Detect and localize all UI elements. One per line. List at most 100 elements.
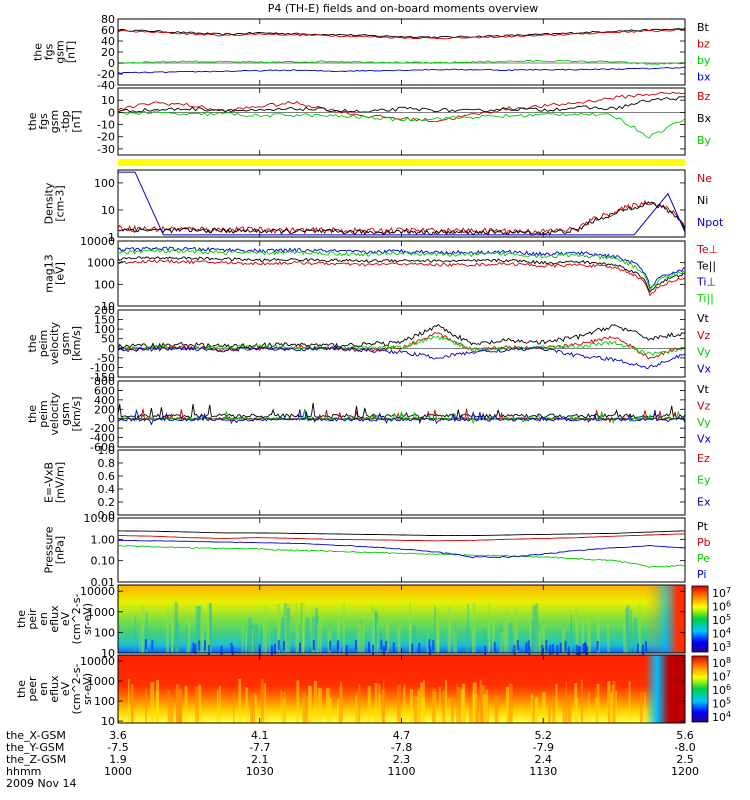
spectrogram-texture [493, 641, 496, 652]
y-axis-label-line: the [26, 112, 39, 130]
y-tick-label: -200 [90, 422, 115, 435]
y-axis-label-line: [eV] [54, 262, 67, 285]
legend-Vz: Vz [697, 329, 711, 342]
spectrogram-texture [374, 683, 378, 723]
spectrogram-texture [545, 640, 548, 651]
legend-Ni: Ni [697, 194, 708, 207]
footer-value: -8.0 [674, 741, 695, 754]
legend-Pb: Pb [697, 536, 711, 549]
spectrogram-texture [174, 602, 178, 653]
y-tick-label: 100 [94, 278, 115, 291]
spectrogram-texture [508, 684, 513, 723]
spectrogram-texture [184, 685, 188, 723]
y-tick-label: -20 [97, 131, 115, 144]
y-tick-label: 60 [101, 24, 115, 37]
spectrogram-texture [151, 640, 154, 650]
spectrogram-texture [574, 683, 578, 723]
spectrogram-texture [567, 646, 570, 657]
spectrogram-texture [357, 622, 362, 653]
y-tick-label: 0.10 [91, 555, 116, 568]
y-axis-label-line: [km/s] [70, 396, 83, 431]
colorbar-tick-label: 107 [712, 586, 731, 600]
spectrogram-boundary [645, 585, 685, 653]
spectrogram-texture [358, 683, 361, 723]
footer-value: -7.5 [107, 741, 128, 754]
y-axis: 10000 1000 100 10 [80, 585, 685, 660]
spectrogram-texture [314, 607, 318, 653]
series-line-Vz [117, 332, 686, 360]
series-line-By [117, 110, 686, 139]
spectrogram-texture [514, 608, 518, 653]
y-tick-label: 40 [101, 35, 115, 48]
spectrogram-texture [260, 679, 264, 723]
legend-Pi: Pi [697, 568, 706, 581]
spectrogram-texture [130, 684, 134, 723]
spectrogram-texture [607, 623, 610, 653]
spectrogram-texture [585, 644, 588, 655]
y-axis-label-line: gsm [48, 110, 61, 133]
series-line-Pb [118, 533, 686, 542]
colorbar-scale [691, 655, 709, 723]
y-axis-label-line: (cm^2-s- [70, 594, 83, 645]
spectrogram-texture [374, 610, 377, 653]
spectrogram-texture [636, 643, 639, 654]
spectrogram-texture [230, 643, 233, 653]
legend-Ez: Ez [697, 452, 710, 465]
spectrogram-texture [231, 645, 234, 656]
spectrogram-texture [198, 684, 202, 723]
footer-value: 1100 [388, 765, 416, 778]
spectrogram-texture [471, 630, 473, 653]
spectrogram-texture [192, 642, 195, 653]
spectrogram-boundary [645, 655, 685, 723]
y-axis-label-line: [km/s] [70, 326, 83, 361]
spectrogram-texture [150, 682, 155, 723]
spectrogram-texture [216, 690, 219, 723]
spectrogram-texture [179, 688, 183, 723]
spectrogram-texture [499, 625, 502, 653]
y-tick-label: 10 [101, 94, 115, 107]
legend-Pt: Pt [697, 520, 709, 533]
spectrogram-texture [467, 603, 469, 653]
spectrogram-texture [552, 643, 554, 654]
legend-Vz: Vz [697, 400, 711, 413]
spectrogram-texture [411, 643, 414, 654]
series-line-Bx [117, 96, 686, 113]
y-axis-label-line: the [15, 680, 28, 698]
footer-row-label: the_Z-GSM [6, 753, 66, 766]
spectrogram-texture [132, 684, 134, 723]
spectrogram-texture [628, 681, 631, 723]
y-tick-label: 200 [94, 403, 115, 416]
panel-frame [117, 517, 686, 583]
spectrogram-texture [312, 617, 315, 653]
spectrogram-texture [397, 684, 401, 723]
legend-Pe: Pe [697, 552, 710, 565]
footer-row-label: the_Y-GSM [6, 741, 64, 754]
spectrogram-texture [379, 631, 382, 653]
y-tick-label: 0.2 [98, 496, 116, 509]
spectrogram-texture [377, 622, 379, 653]
footer-row-label: hhmm [6, 765, 41, 778]
spectrogram-texture [185, 626, 188, 653]
legend-Vx: Vx [697, 433, 712, 446]
spectrogram-texture [561, 628, 565, 653]
colorbar-scale [691, 585, 709, 653]
spectrogram-texture [582, 643, 585, 654]
spectrogram-texture [506, 686, 509, 723]
y-axis-label-line: the [26, 334, 39, 352]
spectrogram-texture [450, 695, 454, 723]
y-axis-label-line: eflux [48, 675, 61, 703]
spectrogram-texture [564, 640, 567, 651]
panel-temperature: Te⊥ Te|| Ti⊥ Ti|| 10000 1000 100 10 mag13[eV] [43, 235, 719, 313]
legend-Vy: Vy [697, 416, 711, 429]
spectrogram-texture [255, 624, 259, 653]
series-line-Ne [117, 199, 686, 236]
y-tick-label: -10 [97, 119, 115, 132]
spectrogram-texture [542, 692, 546, 723]
spectrogram-texture [565, 632, 569, 653]
spectrogram-texture [371, 621, 374, 653]
